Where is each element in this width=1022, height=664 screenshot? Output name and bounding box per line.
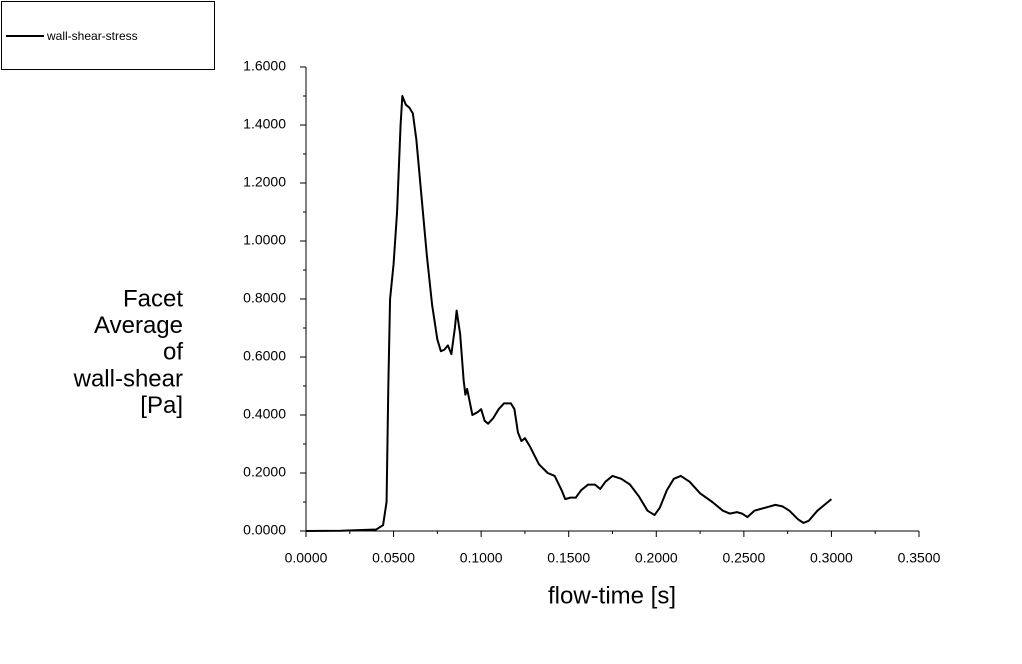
- y-axis-label: wall-shear: [73, 365, 183, 392]
- x-axis-label: flow-time [s]: [548, 582, 676, 609]
- y-tick-label: 0.0000: [243, 522, 286, 538]
- x-tick-label: 0.0000: [285, 550, 328, 566]
- y-tick-label: 0.4000: [243, 406, 286, 422]
- y-axis-label: Average: [94, 312, 183, 339]
- y-tick-label: 1.2000: [243, 174, 286, 190]
- x-tick-label: 0.0500: [372, 550, 415, 566]
- y-tick-label: 0.6000: [243, 348, 286, 364]
- y-tick-label: 1.0000: [243, 232, 286, 248]
- y-tick-label: 0.8000: [243, 290, 286, 306]
- y-axis-label: of: [163, 339, 183, 366]
- y-tick-label: 1.6000: [243, 58, 286, 74]
- x-tick-label: 0.3500: [898, 550, 941, 566]
- legend-label: wall-shear-stress: [46, 29, 138, 43]
- data-line: [305, 95, 833, 532]
- x-tick-label: 0.1000: [460, 550, 503, 566]
- x-tick-label: 0.1500: [547, 550, 590, 566]
- x-tick-label: 0.2500: [722, 550, 765, 566]
- y-axis-label: Facet: [123, 285, 183, 312]
- x-tick-label: 0.2000: [635, 550, 678, 566]
- y-tick-label: 0.2000: [243, 464, 286, 480]
- y-axis-label: [Pa]: [140, 392, 183, 419]
- y-tick-label: 1.4000: [243, 116, 286, 132]
- x-tick-label: 0.3000: [810, 550, 853, 566]
